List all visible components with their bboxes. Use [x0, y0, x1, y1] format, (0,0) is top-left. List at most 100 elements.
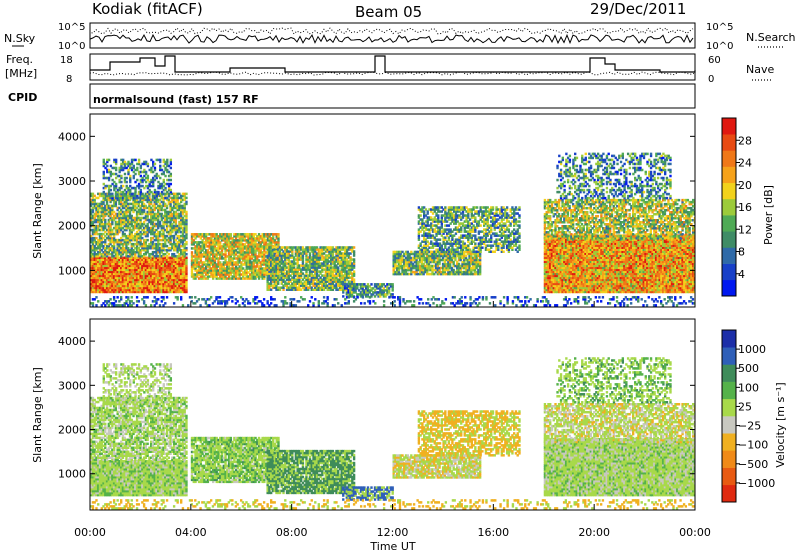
power-cell	[104, 282, 107, 286]
power-cell	[331, 260, 335, 263]
power-cell	[141, 192, 144, 196]
power-cell	[111, 270, 114, 274]
power-cell	[107, 242, 111, 246]
power-cell	[250, 255, 254, 258]
power-cell	[292, 262, 296, 265]
power-cell	[181, 256, 185, 260]
power-cell	[179, 262, 183, 266]
power-cell	[93, 246, 96, 250]
power-cell	[104, 226, 107, 230]
power-cell	[252, 255, 255, 258]
power-cell	[97, 220, 100, 224]
power-cell	[254, 257, 257, 260]
power-cell	[102, 206, 105, 210]
power-cell	[397, 260, 401, 264]
power-cell	[179, 256, 183, 260]
power-cell	[324, 266, 328, 269]
power-cell	[344, 264, 347, 267]
power-cell	[243, 257, 247, 260]
power-cell	[135, 286, 139, 290]
power-cell	[127, 192, 130, 196]
power-cell	[426, 266, 429, 270]
power-cell	[169, 270, 172, 274]
power-cell	[261, 271, 264, 274]
power-cell	[134, 220, 137, 224]
power-cell	[331, 258, 335, 261]
power-cell	[165, 192, 169, 196]
power-cell	[415, 260, 418, 264]
power-cell	[130, 288, 133, 292]
power-cell	[116, 232, 119, 236]
power-cell	[256, 239, 259, 242]
power-cell	[141, 288, 144, 292]
power-cell	[153, 284, 156, 288]
power-cell	[345, 266, 349, 269]
power-cell	[312, 282, 315, 285]
power-cell	[100, 272, 103, 276]
power-cell	[420, 260, 424, 264]
power-cell	[134, 266, 137, 270]
power-cell	[382, 291, 386, 294]
power-cell	[259, 249, 263, 252]
power-cell	[137, 262, 141, 266]
power-cell	[128, 192, 132, 196]
power-cell	[337, 258, 340, 261]
power-cell	[257, 239, 261, 242]
power-cell	[275, 268, 278, 271]
power-cell	[196, 263, 199, 266]
power-cell	[314, 248, 317, 251]
power-cell	[171, 280, 174, 284]
power-cell	[314, 258, 317, 261]
power-cell	[181, 236, 185, 240]
power-cell	[263, 277, 266, 280]
power-cell	[155, 212, 158, 216]
power-cell	[91, 228, 95, 232]
power-cell	[183, 278, 186, 282]
power-cell	[273, 268, 276, 271]
power-cell	[275, 284, 278, 287]
power-cell	[148, 188, 151, 192]
power-cell	[344, 250, 347, 253]
power-cell	[158, 284, 162, 288]
power-cell	[220, 263, 224, 266]
power-cell	[254, 247, 257, 250]
power-cell	[98, 276, 102, 280]
power-cell	[224, 263, 227, 266]
power-cell	[132, 206, 135, 210]
power-cell	[315, 258, 319, 261]
power-cell	[153, 274, 156, 278]
power-cell	[257, 273, 261, 276]
power-cell	[298, 246, 301, 249]
power-cell	[127, 214, 130, 218]
power-cell	[172, 278, 176, 282]
power-cell	[100, 212, 103, 216]
power-cell	[384, 295, 387, 298]
power-cell	[130, 282, 133, 286]
power-cell	[344, 282, 347, 285]
power-cell	[294, 278, 298, 281]
power-cell	[315, 248, 319, 251]
power-cell	[337, 248, 340, 251]
power-cell	[337, 262, 340, 265]
power-cell	[261, 273, 264, 276]
power-cell	[345, 293, 348, 296]
power-cell	[368, 285, 371, 288]
power-cell	[90, 284, 93, 288]
power-cell	[418, 268, 422, 272]
power-cell	[227, 235, 231, 238]
power-cell	[292, 284, 296, 287]
power-cell	[149, 208, 153, 212]
power-cell	[90, 278, 93, 282]
power-cell	[165, 274, 169, 278]
power-cell	[256, 243, 259, 246]
power-cell	[215, 277, 218, 280]
power-cell	[282, 262, 285, 265]
power-cell	[310, 270, 313, 273]
power-cell	[132, 218, 135, 222]
power-cell	[134, 236, 137, 240]
power-cell	[155, 284, 158, 288]
power-cell	[278, 266, 282, 269]
power-cell	[289, 250, 292, 253]
power-cell	[284, 250, 287, 253]
power-cell	[93, 290, 96, 294]
